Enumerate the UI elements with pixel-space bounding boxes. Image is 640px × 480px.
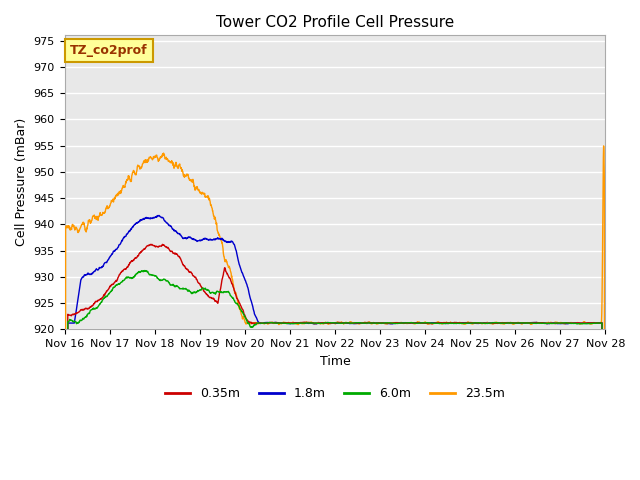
- Title: Tower CO2 Profile Cell Pressure: Tower CO2 Profile Cell Pressure: [216, 15, 454, 30]
- Legend: 0.35m, 1.8m, 6.0m, 23.5m: 0.35m, 1.8m, 6.0m, 23.5m: [160, 383, 510, 406]
- Y-axis label: Cell Pressure (mBar): Cell Pressure (mBar): [15, 118, 28, 246]
- Text: TZ_co2prof: TZ_co2prof: [70, 44, 148, 57]
- X-axis label: Time: Time: [319, 355, 350, 368]
